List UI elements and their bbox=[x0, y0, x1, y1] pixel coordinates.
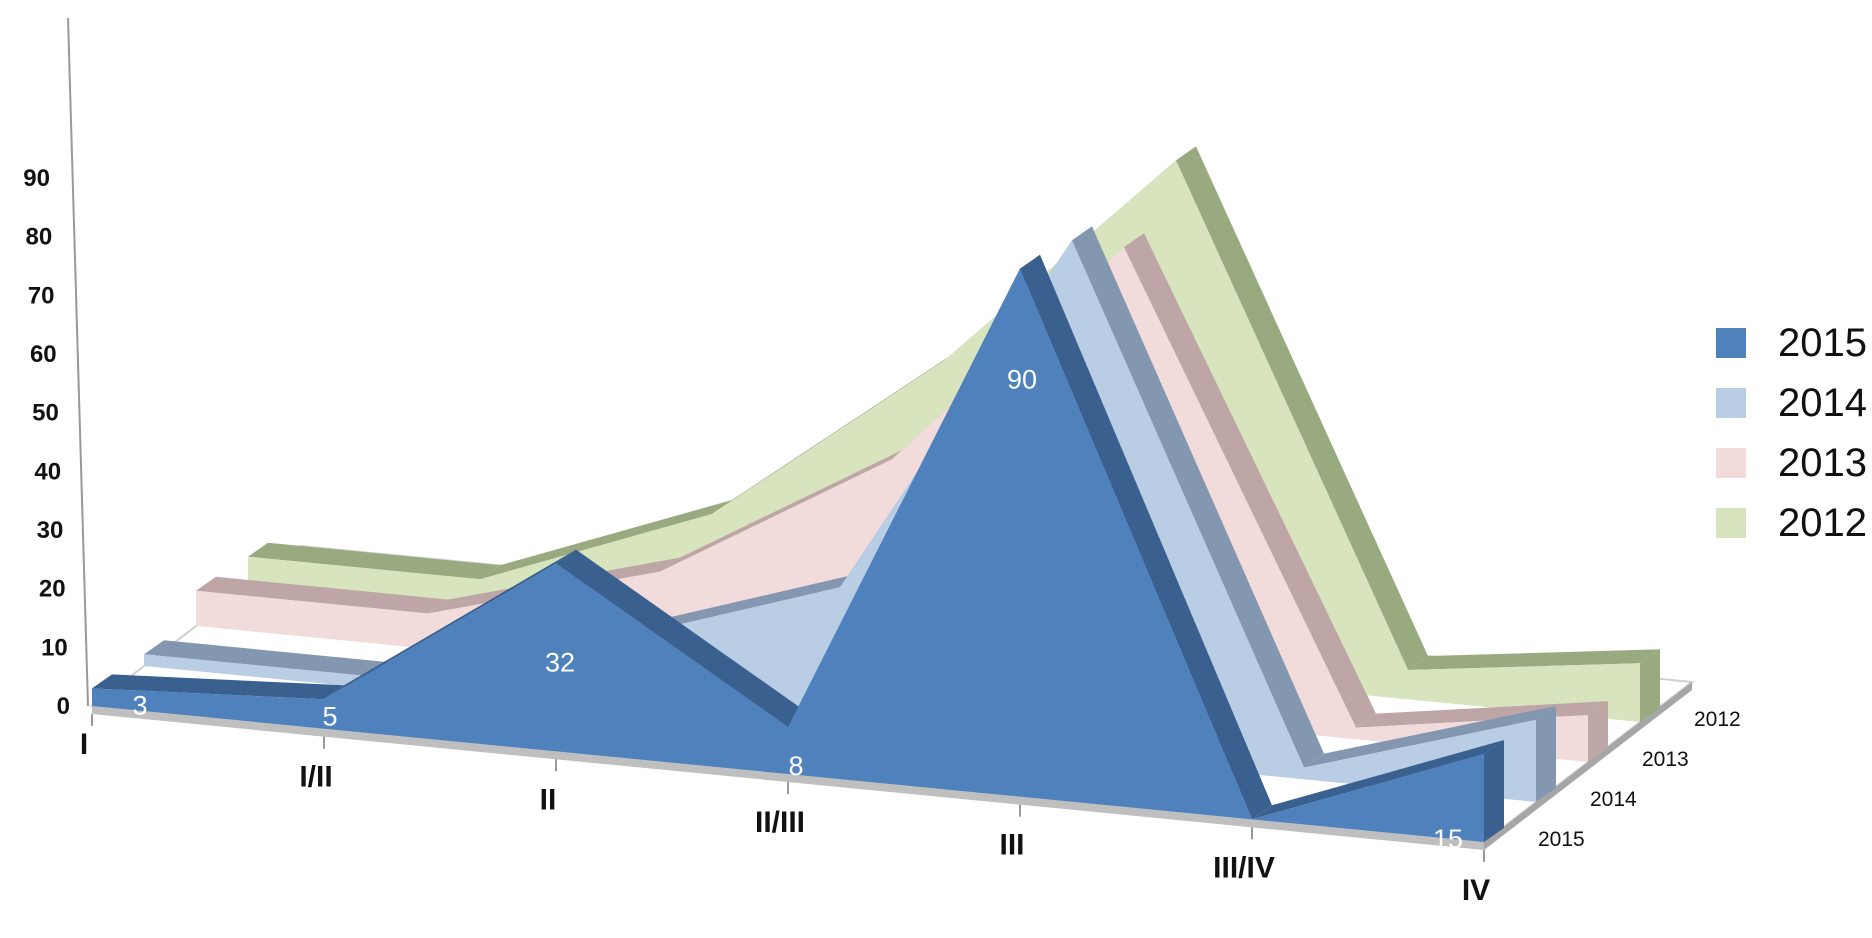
depth-tick-label: 2012 bbox=[1694, 708, 1741, 731]
series-2013-ridge-segment bbox=[1356, 701, 1608, 728]
series-2015-ridge-segment bbox=[1252, 740, 1504, 820]
floor-front-edge bbox=[92, 706, 1484, 850]
y-tick-label: 70 bbox=[28, 282, 55, 309]
series-2014-ridge-segment bbox=[1072, 226, 1324, 768]
depth-tick-label: 2013 bbox=[1642, 748, 1689, 771]
depth-tick-label: 2014 bbox=[1590, 788, 1637, 811]
y-tick-label: 20 bbox=[39, 576, 66, 603]
series-2013-ridge-segment bbox=[1124, 233, 1376, 728]
y-tick-label: 60 bbox=[30, 341, 57, 368]
x-tick-label: II/III bbox=[755, 806, 805, 839]
y-axis-line bbox=[67, 17, 89, 707]
data-label: 5 bbox=[322, 701, 337, 731]
series-2012-ridge-segment bbox=[480, 500, 732, 580]
x-tick-label: IV bbox=[1462, 874, 1490, 907]
y-tick-label: 30 bbox=[37, 517, 64, 544]
series-2012-ridge-segment bbox=[1408, 649, 1660, 670]
series-2015-ridge-segment bbox=[324, 549, 576, 700]
series-2013-ridge-segment bbox=[196, 576, 448, 614]
depth-tick-label: 2015 bbox=[1538, 828, 1585, 851]
x-tick-label: III/IV bbox=[1213, 851, 1275, 884]
floor-side-edge bbox=[1484, 682, 1692, 850]
y-tick-label: 50 bbox=[32, 400, 59, 427]
data-label: 8 bbox=[788, 751, 803, 781]
y-tick-label: 40 bbox=[34, 458, 61, 485]
series-2014-end-cap bbox=[1536, 705, 1556, 802]
series-2013-ridge-segment bbox=[660, 445, 912, 572]
x-tick-label: I bbox=[80, 728, 88, 761]
series-2015-end-cap bbox=[1484, 740, 1504, 842]
y-tick-label: 80 bbox=[26, 224, 53, 251]
series-2014-ridge-segment bbox=[144, 640, 396, 677]
series-2014-ridge-segment bbox=[1304, 705, 1556, 768]
data-label: 90 bbox=[1007, 365, 1037, 395]
legend-swatch-2012 bbox=[1716, 508, 1746, 538]
series-2015-ridge-segment bbox=[556, 549, 808, 728]
legend-label-2013: 2013 bbox=[1778, 441, 1867, 485]
data-label: 32 bbox=[545, 648, 575, 678]
x-tick-label: III bbox=[999, 829, 1024, 862]
legend-label-2012: 2012 bbox=[1778, 501, 1867, 545]
legend-swatch-2015 bbox=[1716, 328, 1746, 358]
series-2012-ridge-segment bbox=[712, 346, 964, 514]
series-2015-ridge-segment bbox=[92, 674, 344, 700]
series-2013-end-cap bbox=[1588, 701, 1608, 762]
series-2012-end-cap bbox=[1640, 649, 1660, 722]
y-tick-label: 10 bbox=[41, 634, 68, 661]
series-2015-ridge-segment bbox=[1020, 254, 1272, 820]
y-tick-label: 0 bbox=[57, 693, 70, 720]
series-2015-area bbox=[92, 268, 1484, 842]
legend-swatch-2013 bbox=[1716, 448, 1746, 478]
data-label: 15 bbox=[1433, 824, 1463, 854]
legend-swatch-2014 bbox=[1716, 388, 1746, 418]
x-tick-label: I/II bbox=[299, 761, 332, 794]
legend-label-2014: 2014 bbox=[1778, 381, 1867, 425]
data-label: 3 bbox=[132, 690, 147, 720]
legend-label-2015: 2015 bbox=[1778, 321, 1867, 365]
series-2012-ridge-segment bbox=[248, 542, 500, 580]
series-2012-ridge-segment bbox=[1176, 146, 1428, 670]
x-tick-label: II bbox=[540, 783, 557, 816]
y-tick-label: 90 bbox=[23, 165, 50, 192]
